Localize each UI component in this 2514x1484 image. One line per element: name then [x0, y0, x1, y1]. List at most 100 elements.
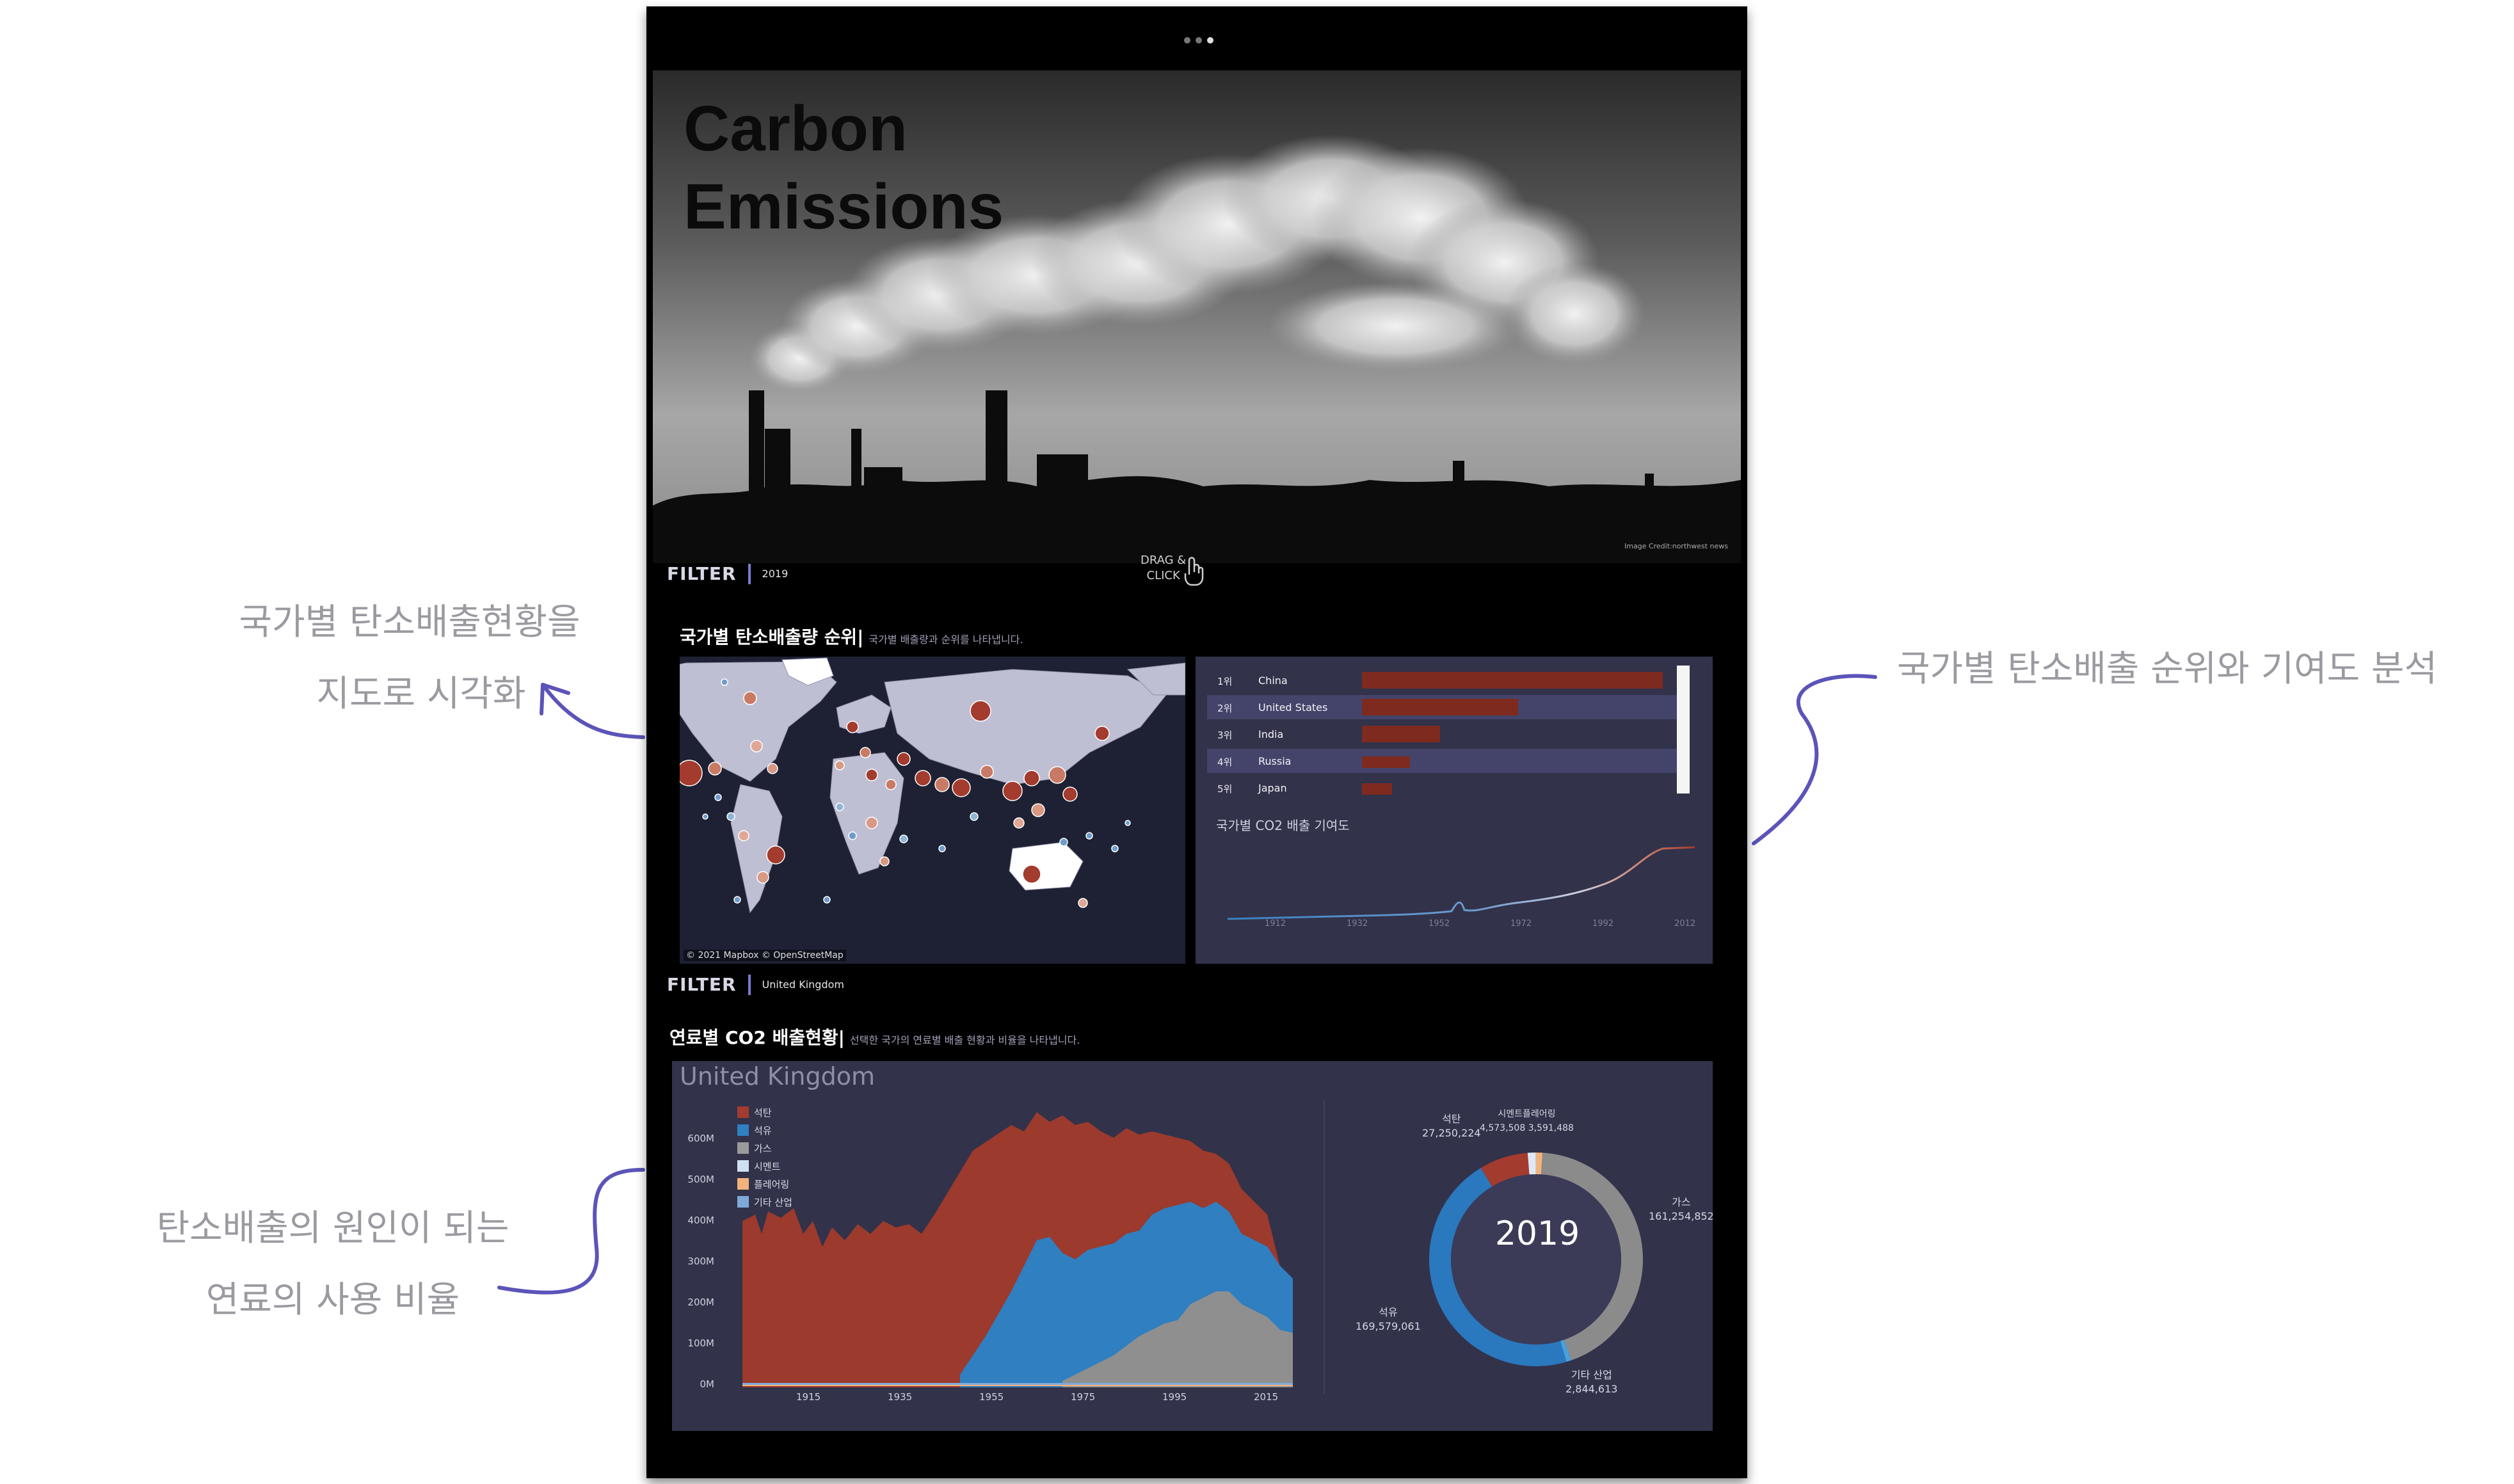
contribution-line-chart[interactable]: [1196, 829, 1713, 957]
annotation-fuel-line2: 연료의 사용 비율: [205, 1279, 460, 1321]
ranking-country: India: [1258, 728, 1284, 740]
donut-label-other: 기타 산업 2,844,613: [1565, 1368, 1617, 1396]
fuel-x-tick: 1935: [888, 1391, 913, 1403]
donut-label-gas-name: 가스: [1672, 1196, 1691, 1208]
ranking-row[interactable]: 3위 India: [1207, 722, 1677, 746]
legend-label: 플레어링: [754, 1178, 790, 1190]
ranking-bar[interactable]: [1362, 756, 1410, 768]
fuel-y-tick: 300M: [687, 1256, 714, 1267]
arrow-to-rank: [1752, 674, 1877, 845]
contribution-x-tick: 1912: [1265, 919, 1286, 929]
emissions-world-map[interactable]: © 2021 Mapbox © OpenStreetMap: [680, 657, 1185, 964]
section-fuel-heading: 연료별 CO2 배출현황: [669, 1027, 838, 1048]
donut-label-coal: 석탄 27,250,224: [1422, 1112, 1481, 1140]
hero-title-line2: Emissions: [684, 171, 1004, 243]
legend-label: 시멘트: [754, 1160, 781, 1172]
filter-country[interactable]: FILTER United Kingdom: [667, 974, 844, 995]
south-america-land: [730, 784, 783, 914]
page-dot[interactable]: [1196, 37, 1202, 44]
fuel-area-chart[interactable]: [742, 1099, 1293, 1387]
map-attribution[interactable]: © 2021 Mapbox © OpenStreetMap: [684, 950, 846, 961]
legend-item[interactable]: 플레어링: [737, 1175, 792, 1193]
annotation-rank-note: 국가별 탄소배출 순위와 기여도 분석: [1897, 648, 2438, 690]
legend-item[interactable]: 석유: [737, 1121, 792, 1139]
donut-label-cement-flaring-name: 시멘트플레어링: [1498, 1109, 1556, 1119]
section-ranking-heading: 국가별 탄소배출량 순위: [680, 626, 858, 648]
image-credit: Image Credit:northwest news: [1624, 542, 1728, 550]
ranking-row[interactable]: 2위 United States: [1207, 695, 1677, 719]
contribution-x-tick: 1932: [1347, 919, 1368, 929]
legend-item[interactable]: 가스: [737, 1139, 792, 1157]
fuel-y-tick: 200M: [687, 1297, 714, 1308]
fuel-y-tick: 400M: [687, 1215, 714, 1226]
filter-country-value[interactable]: United Kingdom: [762, 978, 844, 991]
ranking-bar[interactable]: [1362, 783, 1392, 795]
ranking-bar[interactable]: [1362, 699, 1518, 715]
contribution-line: [1227, 846, 1695, 920]
contribution-x-tick: 1972: [1510, 919, 1532, 929]
filter-year-value[interactable]: 2019: [762, 568, 789, 580]
legend-swatch: [737, 1196, 749, 1208]
contribution-x-tick: 1952: [1429, 919, 1450, 929]
fuel-x-tick: 1915: [796, 1391, 821, 1403]
donut-year: 2019: [1494, 1215, 1580, 1253]
legend-swatch: [737, 1178, 749, 1190]
donut-label-other-value: 2,844,613: [1565, 1383, 1618, 1395]
donut-label-oil-name: 석유: [1379, 1306, 1398, 1318]
ranking-row[interactable]: 1위 China: [1207, 668, 1677, 692]
section-ranking-subtitle: 국가별 배출량과 순위를 나타냅니다.: [869, 634, 1023, 646]
donut-slice[interactable]: [1480, 1153, 1530, 1187]
ranking-bar[interactable]: [1362, 726, 1440, 742]
fuel-y-tick: 100M: [687, 1337, 714, 1349]
page-dot-active[interactable]: [1207, 37, 1213, 44]
filter-divider: [748, 974, 751, 995]
ranking-rank: 2위: [1217, 703, 1233, 714]
donut-label-coal-name: 석탄: [1442, 1113, 1461, 1125]
legend-label: 기타 산업: [754, 1196, 792, 1208]
smokestack-photo: [653, 134, 1741, 563]
alaska-land: [1126, 662, 1185, 696]
ranking-rank: 4위: [1217, 756, 1233, 768]
donut-label-cement-flaring: 시멘트플레어링 4,573,508 3,591,488: [1480, 1107, 1574, 1135]
ranking-country: United States: [1258, 701, 1328, 714]
page-dot[interactable]: [1184, 37, 1190, 44]
donut-label-other-name: 기타 산업: [1571, 1369, 1612, 1381]
ranking-row[interactable]: 5위 Japan: [1207, 776, 1677, 800]
contribution-x-tick: 2012: [1674, 919, 1696, 929]
donut-slice[interactable]: [1560, 1339, 1572, 1362]
fuel-country-name: United Kingdom: [680, 1062, 876, 1090]
fuel-donut-chart[interactable]: [1408, 1131, 1664, 1387]
ranking-scrollbar[interactable]: [1677, 666, 1690, 794]
legend-swatch: [737, 1106, 749, 1118]
fuel-y-tick: 600M: [687, 1133, 714, 1144]
ranking-row[interactable]: 4위 Russia: [1207, 749, 1677, 773]
legend-item[interactable]: 기타 산업: [737, 1193, 792, 1211]
annotation-map-line2: 지도로 시각화: [316, 673, 526, 715]
fuel-x-tick: 1975: [1071, 1391, 1096, 1403]
donut-label-oil-value: 169,579,061: [1356, 1320, 1421, 1332]
hero-title: Carbon Emissions: [684, 90, 1004, 246]
donut-slice[interactable]: [1429, 1168, 1567, 1366]
section-fuel-title: 연료별 CO2 배출현황| 선택한 국가의 연료별 배출 현황과 비율을 나타냅니…: [669, 1024, 1080, 1049]
filter-year[interactable]: FILTER 2019: [667, 563, 788, 584]
fuel-x-tick: 1955: [979, 1391, 1004, 1403]
donut-label-cement-flaring-value: 4,573,508 3,591,488: [1480, 1123, 1574, 1133]
legend-label: 석탄: [754, 1106, 772, 1119]
legend-item[interactable]: 석탄: [737, 1103, 792, 1121]
legend-swatch: [737, 1124, 749, 1136]
legend-label: 석유: [754, 1124, 772, 1137]
greenland-land: [781, 657, 834, 686]
annotation-map-line1: 국가별 탄소배출현황을: [239, 602, 580, 643]
hand-pointer-icon: [1184, 557, 1204, 586]
continents: [680, 657, 1185, 914]
ranking-bar[interactable]: [1362, 672, 1663, 689]
legend-item[interactable]: 시멘트: [737, 1157, 792, 1175]
page-dots[interactable]: [1184, 37, 1213, 44]
annotation-fuel-note: 탄소배출의 원인이 되는 연료의 사용 비율: [141, 1211, 525, 1318]
donut-slice[interactable]: [1541, 1153, 1643, 1360]
map-canvas[interactable]: [680, 657, 1185, 964]
legend-swatch: [737, 1142, 749, 1154]
ranking-rank: 5위: [1217, 783, 1233, 795]
donut-center: [1451, 1174, 1621, 1344]
